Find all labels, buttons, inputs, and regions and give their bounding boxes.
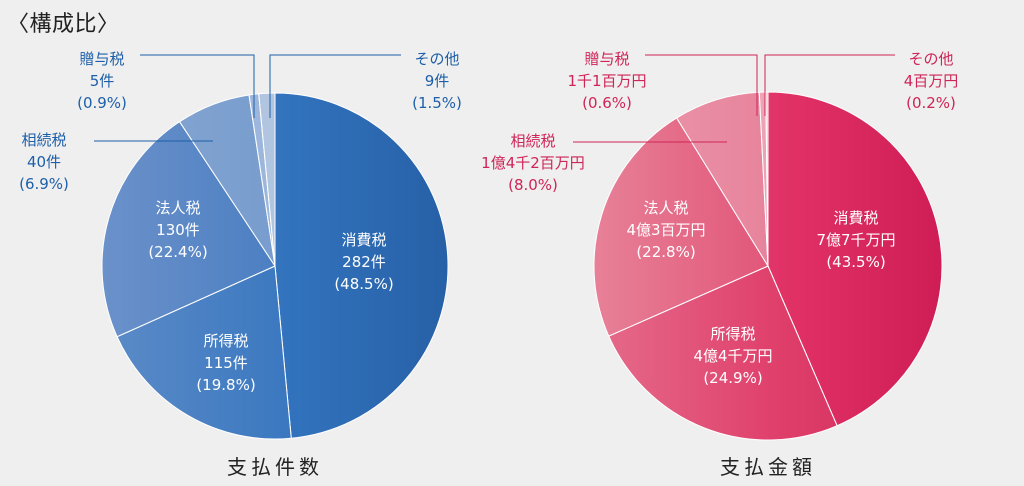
pie-slice-1	[767, 91, 943, 427]
callout-label-5: 贈与税 1千1百万円(0.6%)	[567, 50, 646, 112]
slice-label-3: 法人税 130件(22.4%)	[148, 199, 207, 261]
pie-slice-6	[258, 92, 276, 267]
callout-line-6	[269, 54, 401, 118]
slice-label-2: 所得税 115件(19.8%)	[196, 332, 255, 394]
callout-line-5	[645, 54, 758, 116]
chart-title-amount: 支払金額	[720, 455, 816, 479]
pie-slice-3	[101, 121, 276, 338]
section-title: 〈構成比〉	[7, 12, 120, 37]
pie-slice-1	[274, 92, 449, 439]
callout-label-6: その他 9件(1.5%)	[412, 50, 462, 112]
pie-chart-amount: 消費税 7億7千万円(43.5%) 所得税 4億4千万円(24.9%) 法人税 4億3百万…	[481, 50, 958, 479]
pie-slice-2	[608, 265, 838, 441]
pie-slice-2	[116, 265, 292, 440]
pie-slice-3	[593, 117, 769, 337]
callout-label-5: 贈与税 5件(0.9%)	[77, 50, 127, 112]
slice-label-2: 所得税 4億4千万円(24.9%)	[693, 325, 772, 387]
slice-label-1: 消費税 7億7千万円(43.5%)	[816, 209, 895, 271]
callout-line-5	[140, 54, 255, 118]
slice-label-1: 消費税 282件(48.5%)	[334, 231, 393, 293]
callout-label-4: 相続税 40件(6.9%)	[19, 131, 69, 193]
pie-slice-6	[765, 91, 769, 267]
callout-label-4: 相続税 1億4千2百万円(8.0%)	[481, 132, 585, 194]
callout-label-6: その他 4百万円(0.2%)	[904, 50, 959, 112]
callout-line-6	[764, 54, 895, 116]
pie-chart-count: 消費税 282件(48.5%) 所得税 115件(19.8%) 法人税 130件(22.4…	[19, 50, 462, 479]
chart-title-count: 支払件数	[227, 455, 323, 479]
slice-label-3: 法人税 4億3百万円(22.8%)	[626, 199, 705, 261]
